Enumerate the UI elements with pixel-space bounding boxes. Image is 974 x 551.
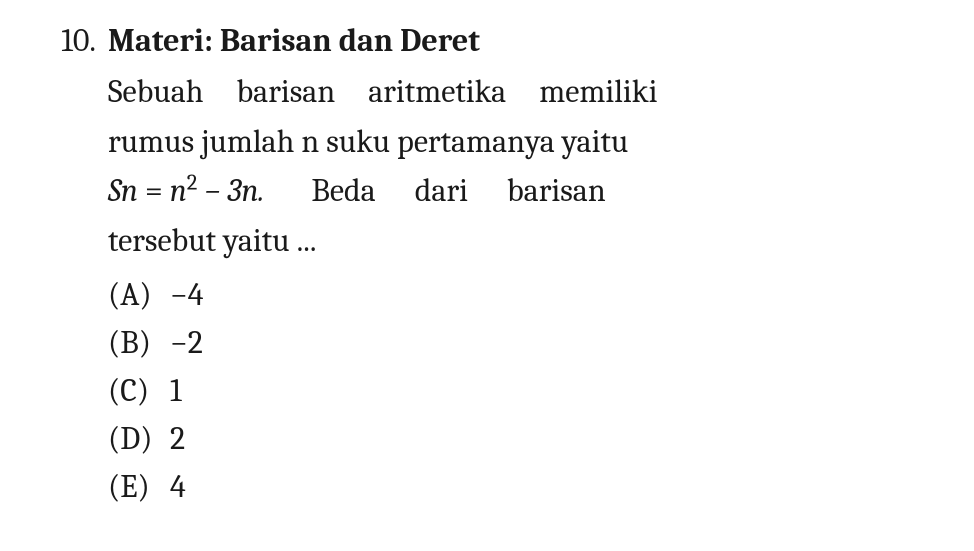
text-line-3: Sn = n2 − 3n. Beda dari barisan — [108, 166, 748, 216]
option-label: (A) — [108, 271, 170, 319]
question-number: 10. — [40, 22, 96, 59]
formula-eq: = — [138, 172, 170, 209]
formula-superscript: 2 — [187, 170, 198, 196]
option-d: (D) 2 — [108, 415, 748, 463]
option-label: (C) — [108, 367, 170, 415]
options-list: (A) −4 (B) −2 (C) 1 (D) 2 (E) 4 — [108, 271, 748, 511]
question-title: Materi: Barisan dan Deret — [108, 22, 748, 59]
formula-sn: Sn — [108, 172, 138, 209]
option-label: (D) — [108, 415, 170, 463]
option-value: −4 — [170, 271, 203, 319]
option-label: (B) — [108, 319, 170, 367]
text-line-1: Sebuah barisan aritmetika memiliki — [108, 67, 748, 117]
option-a: (A) −4 — [108, 271, 748, 319]
option-value: −2 — [170, 319, 203, 367]
question-body: Materi: Barisan dan Deret Sebuah barisan… — [108, 22, 748, 511]
formula-rest: − 3n. — [197, 172, 264, 209]
problem-text: Sebuah barisan aritmetika memiliki rumus… — [108, 67, 748, 265]
option-c: (C) 1 — [108, 367, 748, 415]
option-value: 4 — [170, 463, 186, 511]
question-container: 10. Materi: Barisan dan Deret Sebuah bar… — [40, 22, 934, 511]
option-value: 2 — [170, 415, 185, 463]
option-e: (E) 4 — [108, 463, 748, 511]
text-line-3b: Beda dari barisan — [311, 166, 605, 216]
formula-n: n — [170, 172, 187, 209]
option-b: (B) −2 — [108, 319, 748, 367]
text-line-4: tersebut yaitu ... — [108, 216, 748, 266]
text-line-2: rumus jumlah n suku pertamanya yaitu — [108, 117, 748, 167]
formula-wrapper: Sn = n2 − 3n. — [108, 166, 264, 216]
option-value: 1 — [170, 367, 182, 415]
option-label: (E) — [108, 463, 170, 511]
